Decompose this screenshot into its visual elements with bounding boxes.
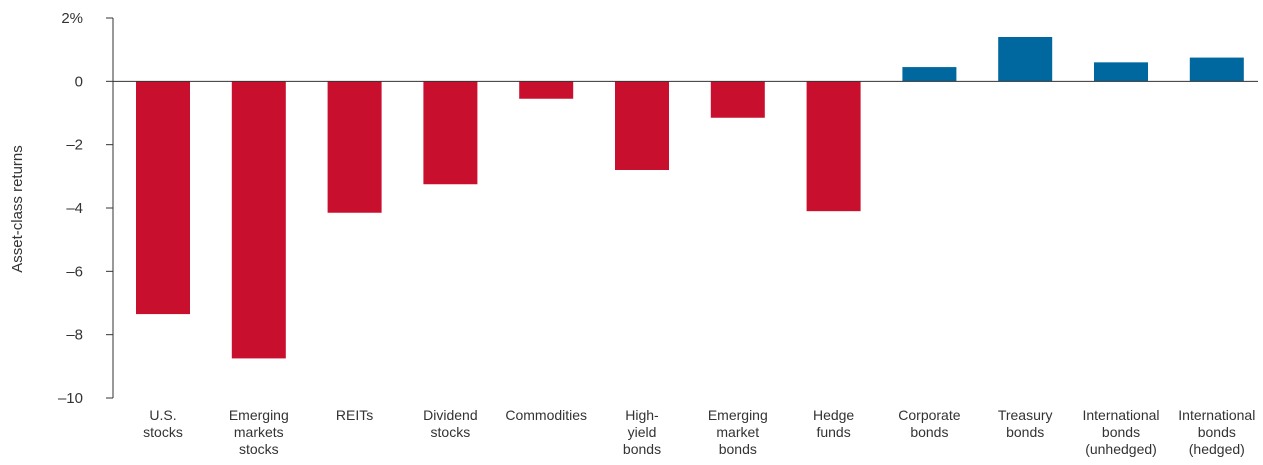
- x-category-label-line: International: [1082, 407, 1159, 423]
- y-tick-label: –6: [66, 263, 83, 280]
- x-category-label: Commodities: [505, 407, 587, 423]
- bar: [1094, 62, 1148, 82]
- x-category-label: Hedge funds: [813, 407, 854, 440]
- x-category-label: Corporate bonds: [898, 407, 960, 440]
- x-category-label: High-yield bonds: [623, 407, 661, 457]
- y-axis-title-group: Asset-class returns: [9, 145, 26, 273]
- x-category-label: Dividend stocks: [423, 407, 477, 440]
- bar: [806, 81, 861, 212]
- x-category-label-line: bonds: [1006, 424, 1044, 440]
- x-category-label-line: market: [716, 424, 759, 440]
- x-category-label-line: International: [1178, 407, 1255, 423]
- x-category-label-line: Emerging: [708, 407, 768, 423]
- x-category-label-line: Hedge: [813, 407, 854, 423]
- x-category-label: Treasury bonds: [998, 407, 1053, 440]
- y-axis-ticks: 2% 0 –2 –4 –6 –8 –10: [58, 10, 113, 407]
- x-category-label: Emerging market bonds: [708, 407, 768, 457]
- x-category-label-line: Corporate: [898, 407, 960, 423]
- y-tick-label: –8: [66, 327, 83, 344]
- bar: [615, 81, 669, 170]
- x-category-label-line: Treasury: [998, 407, 1053, 423]
- x-category-label: International bonds (unhedged): [1082, 407, 1159, 457]
- x-category-label-line: High-: [625, 407, 659, 423]
- x-category-label-line: U.S.: [149, 407, 176, 423]
- x-category-label-line: bonds: [1198, 424, 1236, 440]
- x-category-label-line: bonds: [719, 441, 757, 457]
- bar: [998, 37, 1053, 82]
- x-category-label-line: markets: [234, 424, 284, 440]
- bar: [231, 81, 286, 359]
- x-category-label-line: REITs: [336, 407, 373, 423]
- y-tick-label: –2: [66, 137, 83, 154]
- x-category-label-line: stocks: [431, 424, 471, 440]
- y-tick-label: 0: [75, 73, 83, 90]
- bar: [519, 81, 574, 99]
- x-category-label: U.S. stocks: [143, 407, 183, 440]
- y-tick-label: –4: [66, 200, 83, 217]
- x-category-label-line: funds: [816, 424, 850, 440]
- x-category-label-line: bonds: [1102, 424, 1140, 440]
- bar: [710, 81, 765, 118]
- x-category-label-line: bonds: [910, 424, 948, 440]
- x-category-label: International bonds (hedged): [1178, 407, 1255, 457]
- x-category-label-line: stocks: [143, 424, 183, 440]
- axes: [112, 18, 1258, 398]
- x-category-label-line: Commodities: [505, 407, 587, 423]
- y-axis-title: Asset-class returns: [9, 145, 26, 273]
- x-category-label-line: bonds: [623, 441, 661, 457]
- y-tick-label: 2%: [61, 10, 83, 27]
- bar: [1189, 57, 1244, 82]
- x-category-label-line: (unhedged): [1085, 441, 1157, 457]
- x-category-label-line: yield: [628, 424, 657, 440]
- x-category-label-line: Emerging: [229, 407, 289, 423]
- y-tick-label: –10: [58, 390, 83, 407]
- bar: [902, 67, 957, 82]
- x-category-label-line: Dividend: [423, 407, 477, 423]
- x-category-label: Emerging markets stocks: [229, 407, 289, 457]
- bar: [327, 81, 382, 213]
- bar: [423, 81, 478, 185]
- bars: [136, 37, 1244, 359]
- bar: [136, 81, 190, 315]
- x-category-label-line: (hedged): [1189, 441, 1245, 457]
- x-category-label: REITs: [336, 407, 373, 423]
- x-category-label-line: stocks: [239, 441, 279, 457]
